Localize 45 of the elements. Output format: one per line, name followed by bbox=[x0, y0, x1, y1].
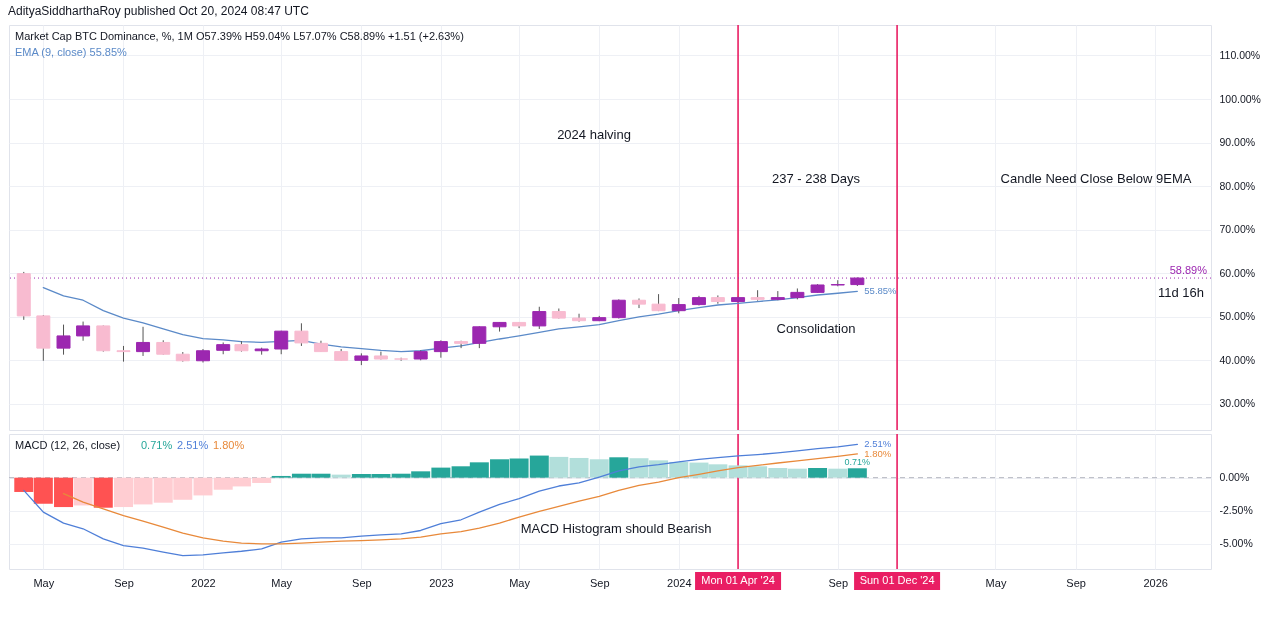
x-tick-label: 2026 bbox=[1143, 576, 1168, 589]
y-tick-label: 0.00% bbox=[1219, 471, 1250, 484]
x-tick-label: 2023 bbox=[429, 576, 454, 589]
annotation: 237 - 238 Days bbox=[771, 171, 861, 186]
x-tick-label: May bbox=[509, 576, 531, 589]
y-tick-label: 40.00% bbox=[1219, 353, 1256, 366]
x-tick-label: 2022 bbox=[191, 576, 216, 589]
ref-line-label: Mon 01 Apr '24 bbox=[701, 574, 775, 586]
y-tick-label: 50.00% bbox=[1219, 310, 1256, 323]
x-tick-label: May bbox=[271, 576, 293, 589]
x-tick-label: May bbox=[33, 576, 55, 589]
data-label: 0.71% bbox=[844, 457, 871, 468]
annotation: MACD Histogram should Bearish bbox=[520, 521, 712, 536]
y-tick-label: 90.00% bbox=[1219, 136, 1256, 149]
y-tick-label: 80.00% bbox=[1219, 179, 1256, 192]
y-tick-label: -2.50% bbox=[1219, 504, 1253, 517]
y-tick-label: -5.00% bbox=[1219, 537, 1253, 550]
annotation: Consolidation bbox=[776, 321, 856, 336]
x-tick-label: Sep bbox=[589, 576, 610, 589]
annotation: 2024 halving bbox=[557, 127, 631, 142]
data-label: 1.80% bbox=[864, 447, 892, 459]
text: 2.51% bbox=[177, 439, 209, 451]
x-tick-label: Sep bbox=[352, 576, 372, 589]
chart-subtitle: AdityaSiddharthaRoy published Oct 20, 2024 08:47 UTC bbox=[8, 4, 309, 18]
chart-title: Market Cap BTC Dominance, %, 1M O57.39% H59.04% L57.07% C58.89% +1.51 (+2.63%) bbox=[15, 30, 464, 42]
x-tick-label: Sep bbox=[1066, 576, 1086, 589]
data-label: 55.85% bbox=[864, 285, 898, 297]
x-tick-label: Sep bbox=[828, 576, 849, 589]
annotation: 11d 16h bbox=[1157, 285, 1205, 300]
y-tick-label: 100.00% bbox=[1219, 92, 1261, 105]
text: EMA (9, close) 55.85% bbox=[15, 46, 127, 58]
x-tick-label: May bbox=[985, 576, 1007, 589]
text: 1.80% bbox=[213, 439, 245, 451]
text: MACD (12, 26, close) bbox=[15, 439, 121, 451]
ref-line-label: 58.89% bbox=[1169, 264, 1208, 277]
data-label: 2.51% bbox=[864, 438, 892, 450]
x-tick-label: Sep bbox=[114, 576, 134, 589]
y-tick-label: 60.00% bbox=[1219, 266, 1256, 279]
y-tick-label: 70.00% bbox=[1219, 223, 1256, 236]
y-tick-label: 110.00% bbox=[1219, 48, 1261, 61]
annotation: Candle Need Close Below 9EMA bbox=[1000, 171, 1192, 186]
ref-line-label: Sun 01 Dec '24 bbox=[859, 574, 935, 586]
text: 0.71% bbox=[141, 439, 173, 451]
y-tick-label: 30.00% bbox=[1219, 397, 1256, 410]
x-tick-label: 2024 bbox=[667, 576, 692, 589]
